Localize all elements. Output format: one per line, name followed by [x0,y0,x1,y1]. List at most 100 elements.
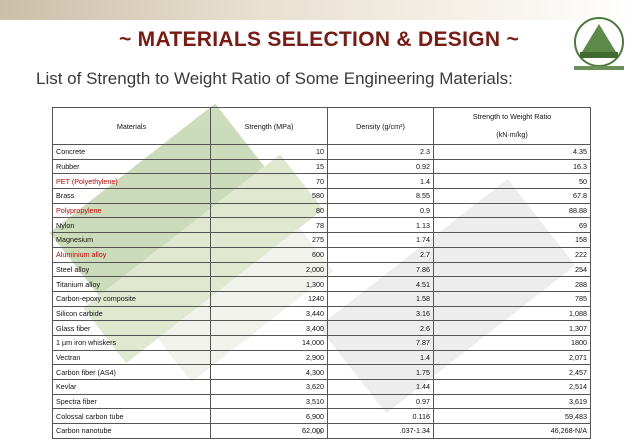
value-cell: 600 [210,246,328,263]
top-band [0,0,638,20]
value-cell: 70 [210,173,328,190]
value-cell: 80 [210,202,328,219]
value-cell: 3.16 [327,305,434,322]
value-cell: .037-1.34 [327,423,434,439]
material-name: Concrete [52,144,211,160]
value-cell: 1.74 [327,232,434,248]
material-name: 1 µm iron whiskers [52,334,211,351]
table-row: Titanium alloy 1,300 4.51 288 [52,276,591,292]
value-cell: 3,440 [210,305,328,322]
table-row: Brass 580 8.55 67.8 [52,188,591,204]
value-cell: 785 [433,290,591,307]
value-cell: 0.97 [327,393,434,410]
value-cell: 254 [433,261,591,278]
value-cell: 14,000 [210,334,328,351]
table-row: Aluminium alloy 600 2.7 222 [52,246,591,263]
material-name: Nylon [52,217,211,234]
table-row: PET (Polyethylene) 70 1.4 50 [52,173,591,190]
table-row: Silicon carbide 3,440 3.16 1,088 [52,305,591,322]
value-cell: 1.4 [327,173,434,190]
value-cell: 1800 [433,334,591,351]
table-row: Glass fiber 3,400 2.6 1,307 [52,320,591,336]
material-name: Carbon-epoxy composite [52,290,211,307]
column-header: Density (g/cm³) [327,107,434,145]
value-cell: 4.51 [327,276,434,292]
table-row: Nylon 78 1.13 69 [52,217,591,234]
table-row: Polypropylene 80 0.9 88.88 [52,202,591,219]
value-cell: 67.8 [433,188,591,204]
material-name: Aluminium alloy [52,246,211,263]
slide-title: ~ MATERIALS SELECTION & DESIGN ~ [118,28,520,51]
value-cell: 1.58 [327,290,434,307]
material-name: Brass [52,188,211,204]
value-cell: 1.44 [327,379,434,395]
value-cell: 16.3 [433,158,591,175]
value-cell: 7.87 [327,334,434,351]
value-cell: 6,900 [210,408,328,425]
value-cell: 2,457 [433,364,591,380]
value-cell: 4,300 [210,364,328,380]
value-cell: 158 [433,232,591,248]
table-row: Steel alloy 2,000 7.86 254 [52,261,591,278]
column-header-line: (kN·m/kg) [496,130,528,139]
material-name: PET (Polyethylene) [52,173,211,190]
material-name: Glass fiber [52,320,211,336]
table-row: Vectran 2,900 1.4 2,071 [52,349,591,366]
value-cell: 1,300 [210,276,328,292]
value-cell: 7.86 [327,261,434,278]
value-cell: 0.9 [327,202,434,219]
value-cell: 1240 [210,290,328,307]
value-cell: 0.116 [327,408,434,425]
material-name: Colossal carbon tube [52,408,211,425]
value-cell: 2,514 [433,379,591,395]
material-name: Vectran [52,349,211,366]
value-cell: 2.6 [327,320,434,336]
value-cell: 78 [210,217,328,234]
page-number: 19 [315,430,323,436]
value-cell: 580 [210,188,328,204]
value-cell: 1.75 [327,364,434,380]
value-cell: 2.3 [327,144,434,160]
value-cell: 2,071 [433,349,591,366]
value-cell: 3,400 [210,320,328,336]
value-cell: 2.7 [327,246,434,263]
slide-subtitle: List of Strength to Weight Ratio of Some… [36,69,513,88]
value-cell: 288 [433,276,591,292]
table-row: Concrete 10 2.3 4.35 [52,144,591,160]
value-cell: 3,510 [210,393,328,410]
value-cell: 275 [210,232,328,248]
table-row: Carbon nanotube 62,000.037-1.34 46,268-N/A [52,423,591,439]
table-body: Concrete 10 2.3 4.35 Rubber 15 0.92 16.3 PET (Po… [52,144,591,439]
value-cell: 4.35 [433,144,591,160]
material-name: Carbon fiber (AS4) [52,364,211,380]
value-cell: 1.13 [327,217,434,234]
material-name: Steel alloy [52,261,211,278]
material-name: Rubber [52,158,211,175]
material-name: Silicon carbide [52,305,211,322]
value-cell: 2,000 [210,261,328,278]
value-cell: 50 [433,173,591,190]
value-cell: 88.88 [433,202,591,219]
data-table: Materials Strength (MPa) Density (g/cm³) St… [52,107,591,439]
table-row: Spectra fiber 3,510 0.97 3,619 [52,393,591,410]
material-name: Magnesium [52,232,211,248]
value-cell: 15 [210,158,328,175]
value-cell: 1.4 [327,349,434,366]
material-name: Spectra fiber [52,393,211,410]
column-header: Strength to Weight Ratio (kN·m/kg) [433,107,591,145]
value-cell: 69 [433,217,591,234]
value-cell: 46,268-N/A [433,423,591,439]
value-cell: 62,000 [210,423,328,439]
column-header-line: Strength to Weight Ratio [472,112,552,121]
value-cell: 2,900 [210,349,328,366]
table-row: Rubber 15 0.92 16.3 [52,158,591,175]
material-name: Carbon nanotube [52,423,211,439]
table-row: Kevlar 3,620 1.44 2,514 [52,379,591,395]
value-cell: 222 [433,246,591,263]
table-row: 1 µm iron whiskers 14,000 7.87 1800 [52,334,591,351]
table-row: Magnesium 275 1.74 158 [52,232,591,248]
material-name: Polypropylene [52,202,211,219]
material-name: Kevlar [52,379,211,395]
value-cell: 1,088 [433,305,591,322]
logo [574,17,624,70]
